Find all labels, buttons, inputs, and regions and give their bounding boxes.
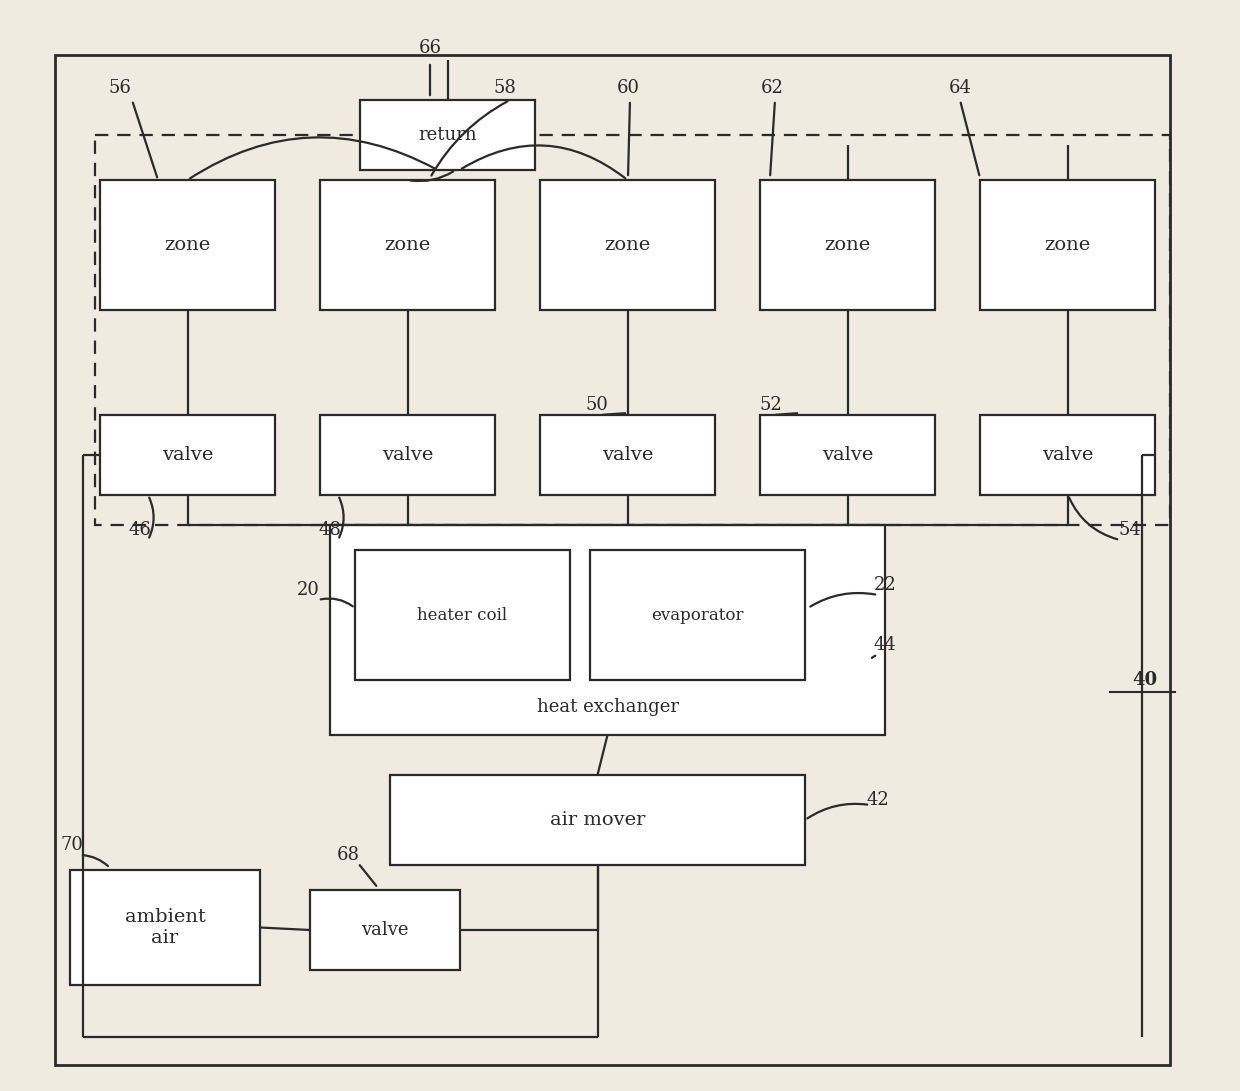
Bar [590,550,805,680]
Text: zone: zone [384,236,430,254]
Text: 64: 64 [949,79,971,97]
Bar [100,415,275,495]
Text: heat exchanger: heat exchanger [537,698,678,716]
Bar [320,415,495,495]
Text: 22: 22 [874,576,897,594]
Text: zone: zone [825,236,870,254]
Bar [539,415,715,495]
Bar [95,135,1171,525]
Bar [360,100,534,170]
Bar [760,415,935,495]
Bar [980,180,1154,310]
Text: zone: zone [604,236,651,254]
Bar [355,550,570,680]
Text: 42: 42 [867,791,889,810]
Bar [55,55,1171,1065]
Text: 62: 62 [760,79,784,97]
Text: valve: valve [1042,446,1094,464]
Text: 40: 40 [1132,671,1158,690]
Text: 54: 54 [1118,521,1141,539]
Bar [539,180,715,310]
Bar [310,890,460,970]
Text: 56: 56 [109,79,131,97]
Text: return: return [418,125,477,144]
Bar [980,415,1154,495]
Text: 58: 58 [494,79,516,97]
Bar [320,180,495,310]
Text: valve: valve [382,446,433,464]
Bar [330,525,885,735]
Text: 50: 50 [585,396,609,413]
Text: 66: 66 [419,39,441,57]
Bar [100,180,275,310]
Text: ambient
air: ambient air [124,908,206,947]
Text: heater coil: heater coil [418,607,507,623]
Text: 20: 20 [296,582,320,599]
Text: 68: 68 [336,846,360,864]
Text: valve: valve [601,446,653,464]
Text: air mover: air mover [549,811,645,829]
Text: valve: valve [161,446,213,464]
Bar [391,775,805,865]
Bar [760,180,935,310]
Text: 60: 60 [616,79,640,97]
Text: 46: 46 [129,521,151,539]
Text: zone: zone [165,236,211,254]
Text: zone: zone [1044,236,1091,254]
Text: 52: 52 [760,396,782,413]
Text: 70: 70 [61,836,83,854]
Bar [69,870,260,985]
Text: 48: 48 [319,521,341,539]
Text: valve: valve [361,921,409,939]
Text: evaporator: evaporator [651,607,744,623]
Text: 44: 44 [874,636,897,654]
Text: valve: valve [822,446,873,464]
